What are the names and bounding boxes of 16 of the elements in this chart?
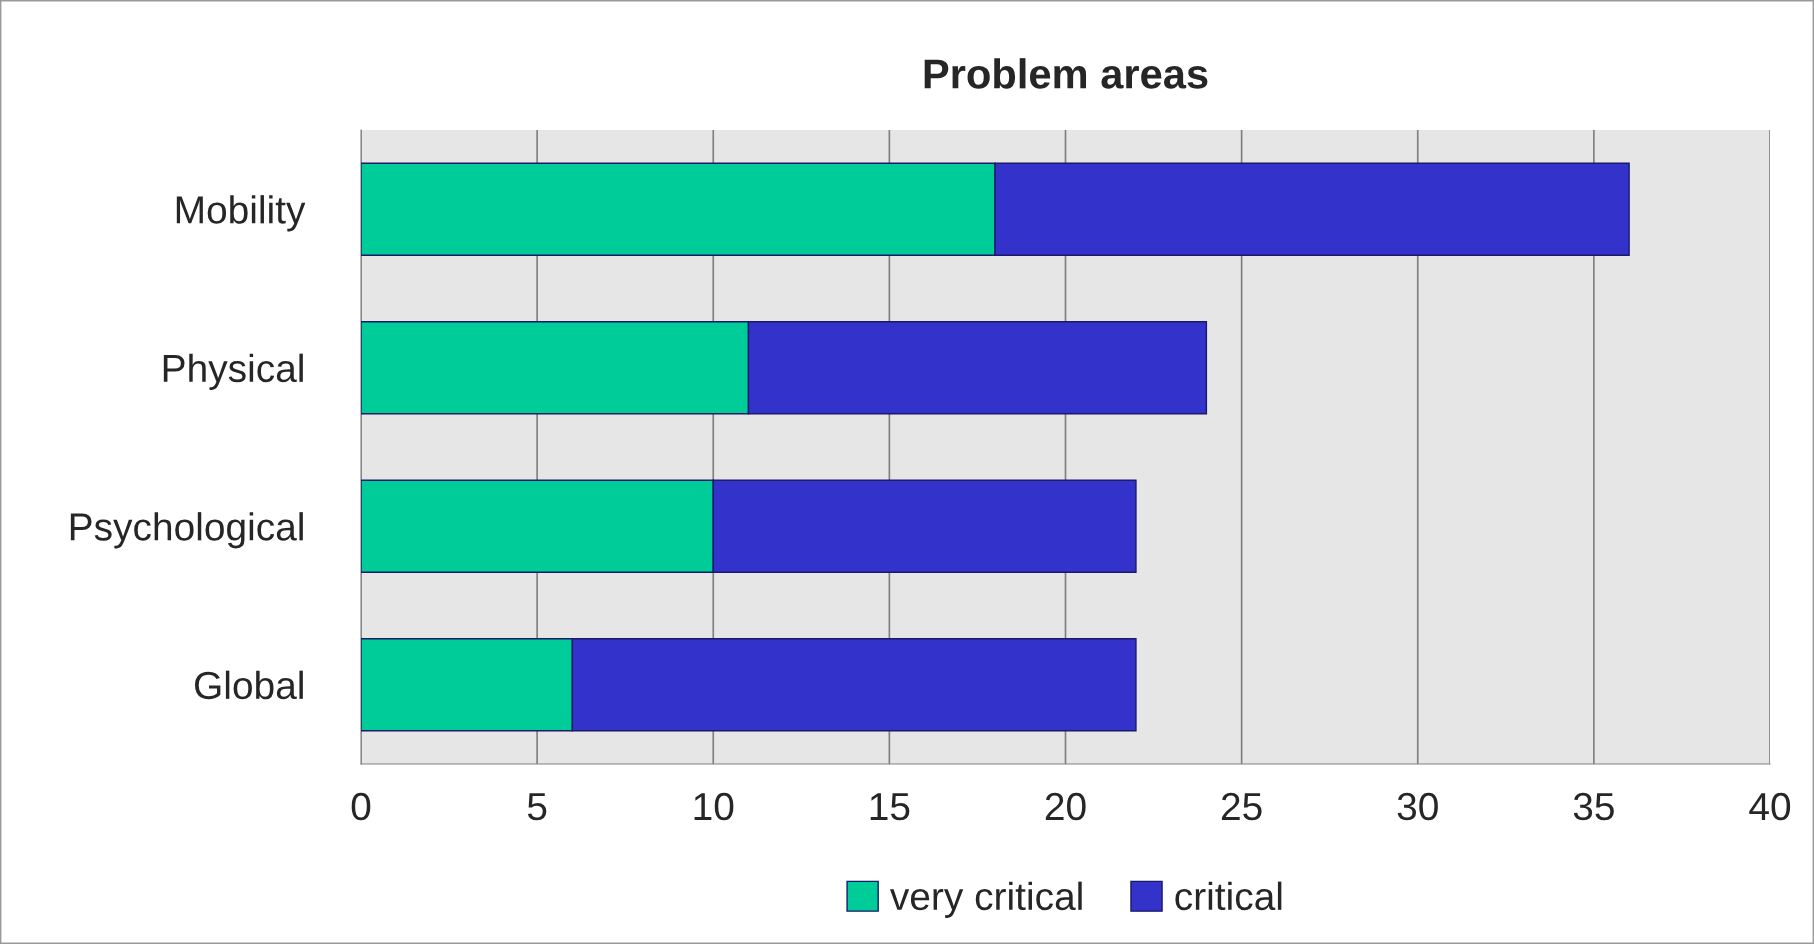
y-tick-label: Psychological	[70, 512, 303, 549]
legend-label: critical	[1175, 881, 1282, 911]
x-tick-label: 25	[1221, 792, 1262, 821]
x-tick-label: 40	[1749, 792, 1791, 821]
x-tick-label: 10	[694, 792, 734, 821]
x-tick-label: 0	[351, 792, 371, 821]
legend-label: very critical	[889, 881, 1082, 918]
x-tick-label: 30	[1397, 792, 1438, 821]
y-tick-label: Mobility	[176, 195, 306, 232]
x-tick-label: 20	[1045, 792, 1086, 821]
x-tick-label: 15	[870, 793, 910, 821]
y-tick-label: Global	[194, 670, 303, 700]
chart-title: Problem areas	[924, 58, 1208, 89]
x-tick-label: 5	[527, 793, 547, 821]
y-tick-label: Physical	[163, 353, 303, 390]
x-tick-label: 35	[1573, 792, 1614, 821]
